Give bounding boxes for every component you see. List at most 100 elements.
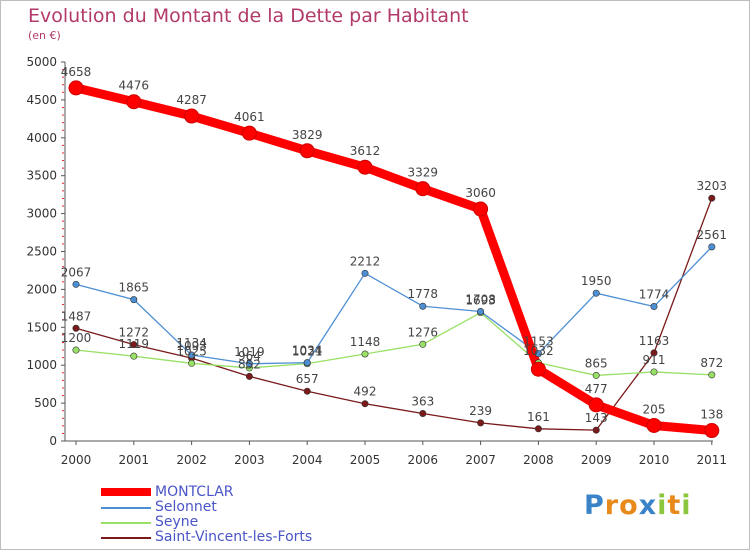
data-label: 138 xyxy=(700,408,723,422)
point-1 xyxy=(708,243,716,251)
data-label: 1950 xyxy=(581,274,612,288)
data-label: 3203 xyxy=(697,179,728,193)
data-label: 1153 xyxy=(523,335,554,349)
logo-letter: P xyxy=(584,490,605,521)
data-label: 1093 xyxy=(176,339,207,353)
point-3 xyxy=(72,324,80,332)
data-label: 4287 xyxy=(176,93,207,107)
data-label: 1034 xyxy=(292,344,323,358)
y-tick-label: 4000 xyxy=(26,131,57,145)
data-label: 865 xyxy=(585,356,608,370)
point-3 xyxy=(303,387,311,395)
logo-letter: x xyxy=(638,490,658,521)
x-tick-label: 2003 xyxy=(234,453,265,467)
data-label: 1272 xyxy=(119,326,150,340)
point-0 xyxy=(184,108,200,124)
data-label: 3329 xyxy=(408,166,439,180)
point-3 xyxy=(650,349,658,357)
data-label: 1019 xyxy=(234,345,265,359)
point-1 xyxy=(303,359,311,367)
point-0 xyxy=(357,159,373,175)
point-0 xyxy=(646,417,662,433)
data-label: 363 xyxy=(411,394,434,408)
data-label: 4476 xyxy=(119,79,150,93)
y-tick-label: 1500 xyxy=(26,320,57,334)
point-1 xyxy=(650,303,658,311)
point-0 xyxy=(68,80,84,96)
y-tick-label: 1000 xyxy=(26,358,57,372)
y-tick-label: 2000 xyxy=(26,282,57,296)
point-1 xyxy=(534,350,542,358)
legend-swatch-saint-vincent xyxy=(101,537,151,539)
x-tick-label: 2004 xyxy=(292,453,323,467)
y-tick-label: 0 xyxy=(49,434,57,448)
data-label: 1025 xyxy=(176,344,207,358)
point-3 xyxy=(592,426,600,434)
y-tick-label: 3500 xyxy=(26,169,57,183)
point-0 xyxy=(704,423,720,439)
logo-letter: i xyxy=(681,490,692,521)
x-tick-label: 2008 xyxy=(523,453,554,467)
point-0 xyxy=(588,397,604,413)
data-label: 477 xyxy=(585,382,608,396)
data-label: 1693 xyxy=(465,294,496,308)
data-label: 2561 xyxy=(697,228,728,242)
point-2 xyxy=(72,346,80,354)
data-label: 657 xyxy=(296,372,319,386)
point-2 xyxy=(188,359,196,367)
x-tick-label: 2005 xyxy=(350,453,381,467)
point-2 xyxy=(419,340,427,348)
point-3 xyxy=(245,372,253,380)
x-tick-label: 2009 xyxy=(581,453,612,467)
data-label: 1487 xyxy=(61,309,92,323)
y-tick-label: 5000 xyxy=(26,55,57,69)
x-tick-label: 2007 xyxy=(465,453,496,467)
data-label: 1708 xyxy=(465,293,496,307)
legend-swatch-seyne xyxy=(101,522,151,524)
logo-letter: r xyxy=(604,490,620,521)
chart-subtitle: (en €) xyxy=(28,29,61,42)
legend-label-saint-vincent: Saint-Vincent-les-Forts xyxy=(155,529,313,545)
point-1 xyxy=(419,302,427,310)
proxiti-logo: Proxiti xyxy=(584,490,692,521)
data-label: 161 xyxy=(527,410,550,424)
point-3 xyxy=(130,341,138,349)
x-tick-label: 2006 xyxy=(408,453,439,467)
point-3 xyxy=(419,409,427,417)
point-0 xyxy=(126,94,142,110)
data-label: 1134 xyxy=(176,336,207,350)
x-tick-label: 2000 xyxy=(61,453,92,467)
data-label: 1774 xyxy=(639,288,670,302)
series-line-1 xyxy=(75,246,713,365)
data-label: 1021 xyxy=(292,345,323,359)
data-label: 911 xyxy=(643,353,666,367)
legend-swatch-selonnet xyxy=(101,507,151,509)
point-3 xyxy=(534,425,542,433)
data-label: 239 xyxy=(469,404,492,418)
point-1 xyxy=(130,296,138,304)
data-label: 4061 xyxy=(234,110,265,124)
point-1 xyxy=(361,269,369,277)
point-0 xyxy=(530,361,546,377)
series-line-0 xyxy=(71,83,717,436)
data-label: 492 xyxy=(354,385,377,399)
data-label: 1865 xyxy=(119,281,150,295)
data-label: 3829 xyxy=(292,128,323,142)
y-tick-label: 4500 xyxy=(26,93,57,107)
point-2 xyxy=(361,350,369,358)
legend-swatch-montclar xyxy=(101,488,151,496)
data-label: 1163 xyxy=(639,334,670,348)
line-chart: 0 500 1000 1500 2000 2500 3000 3500 4000 4500 5000… xyxy=(26,55,727,467)
point-2 xyxy=(708,371,716,379)
data-label: 205 xyxy=(643,402,666,416)
point-1 xyxy=(245,360,253,368)
data-label: 4658 xyxy=(61,65,92,79)
x-tick-label: 2002 xyxy=(176,453,207,467)
point-1 xyxy=(188,351,196,359)
data-labels: 4658 4476 4287 4061 3829 3612 3329 3060 477 205 13… xyxy=(61,65,727,425)
y-tick-label: 500 xyxy=(34,396,57,410)
axes: 0 500 1000 1500 2000 2500 3000 3500 4000 4500 5000… xyxy=(26,55,727,467)
data-label: 2212 xyxy=(350,254,381,268)
data-label: 1778 xyxy=(408,287,439,301)
